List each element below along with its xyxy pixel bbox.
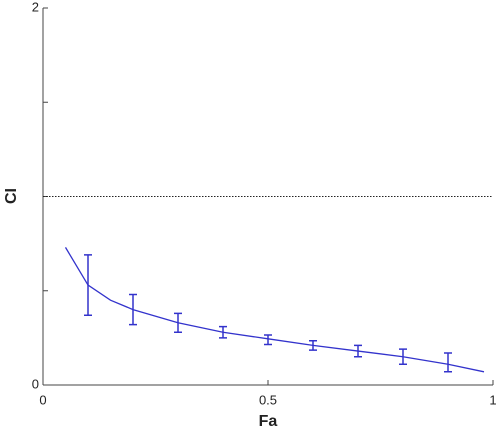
error-bar xyxy=(354,344,362,358)
y-tick-label: 0 xyxy=(32,376,39,391)
error-bar xyxy=(264,334,272,346)
y-axis-label: CI xyxy=(3,188,20,204)
error-bar xyxy=(444,352,452,373)
x-axis-label: Fa xyxy=(259,413,278,430)
error-bar xyxy=(399,348,407,366)
y-tick-label: 2 xyxy=(32,0,39,14)
error-bar xyxy=(174,312,182,333)
x-tick-label: 0 xyxy=(39,392,46,407)
error-bar xyxy=(84,254,92,317)
x-tick-label: 0.5 xyxy=(259,392,277,407)
error-bar xyxy=(129,293,137,326)
error-bar xyxy=(309,339,317,351)
fit-curve xyxy=(64,247,485,373)
error-bar xyxy=(219,325,227,339)
x-tick-label: 1 xyxy=(489,392,496,407)
